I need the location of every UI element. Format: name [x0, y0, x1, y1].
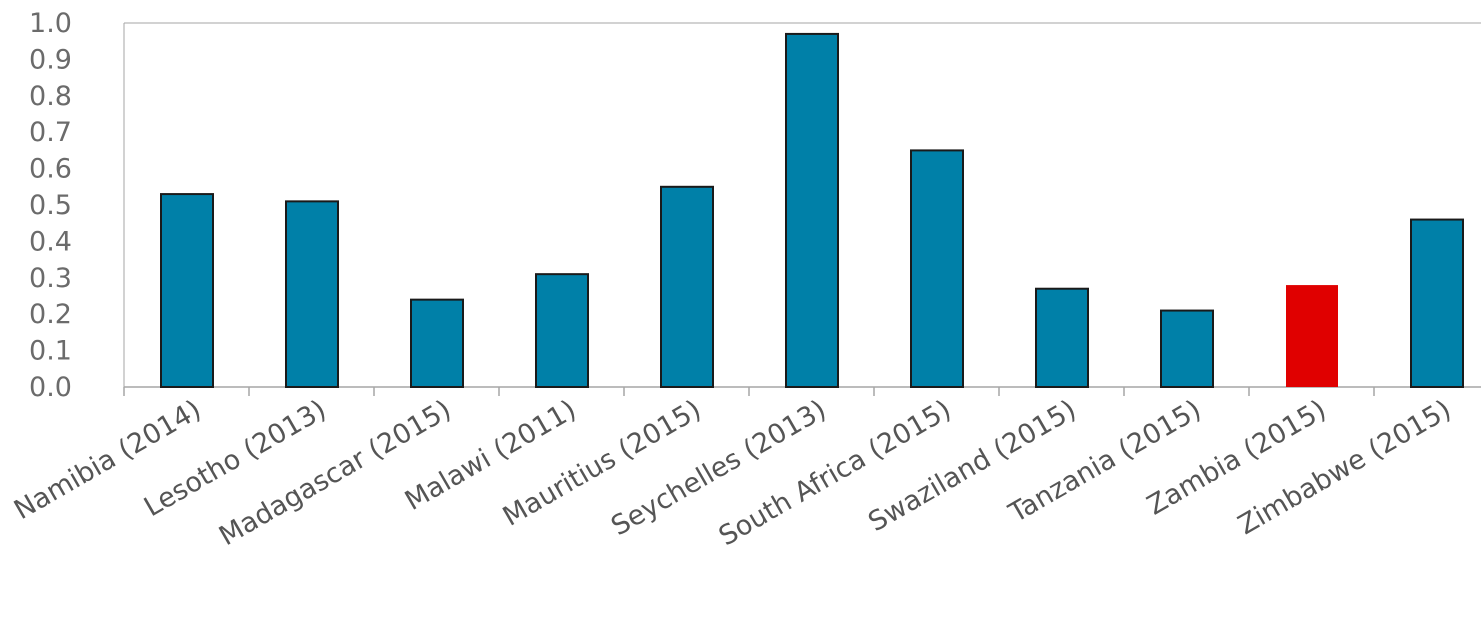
- bar-highlighted: [1286, 285, 1338, 387]
- x-category-label: Swaziland (2015): [863, 394, 1081, 538]
- bar: [285, 200, 339, 388]
- y-tick-label: 0.4: [29, 226, 72, 257]
- bar: [910, 149, 964, 388]
- x-category-label: South Africa (2015): [714, 394, 957, 552]
- bar: [1035, 287, 1089, 388]
- bars: [160, 32, 1464, 389]
- bar: [160, 193, 214, 388]
- bar: [1410, 218, 1464, 388]
- y-tick-label: 0.9: [29, 44, 72, 75]
- bar: [785, 32, 839, 388]
- y-tick-label: 0.5: [29, 190, 72, 221]
- y-tick-label: 0.6: [29, 154, 72, 185]
- y-tick-label: 0.2: [29, 299, 72, 330]
- bar: [410, 298, 464, 389]
- y-tick-label: 0.8: [29, 81, 72, 112]
- x-category-label: Seychelles (2013): [606, 394, 831, 542]
- x-category-label: Madagascar (2015): [214, 394, 457, 552]
- y-tick-label: 0.7: [29, 117, 72, 148]
- y-tick-label: 0.1: [29, 336, 72, 367]
- y-tick-label: 0.0: [29, 372, 72, 403]
- y-axis: 0.0 0.1 0.2 0.3 0.4 0.5 0.6 0.7 0.8 0.9 1.0: [29, 8, 1481, 403]
- y-tick-label: 0.3: [29, 263, 72, 294]
- x-category-label: Zimbabwe (2015): [1233, 394, 1457, 541]
- bar: [660, 185, 714, 388]
- category-labels: Namibia (2014)Lesotho (2013)Madagascar (…: [9, 394, 1456, 552]
- bar: [1160, 309, 1214, 388]
- bar: [535, 273, 589, 388]
- y-tick-label: 1.0: [29, 8, 72, 39]
- x-axis: [123, 386, 1481, 396]
